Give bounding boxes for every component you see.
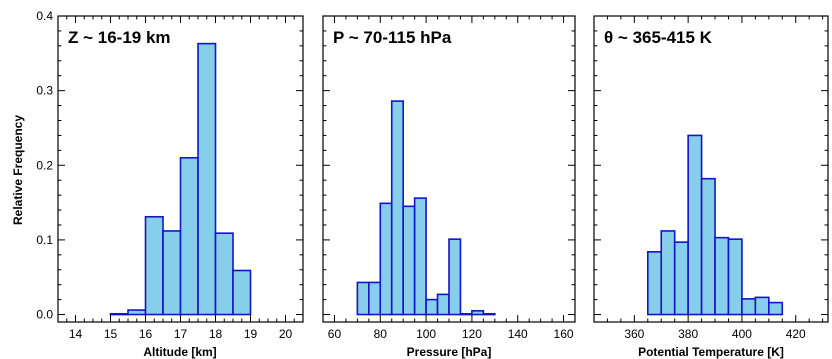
panel-pressure: 60 80 100 120 140 160 P ~ 70-115 hPa Pressure… [322, 15, 576, 359]
panel-title-potential-temperature: θ ~ 365-415 K [604, 28, 713, 47]
x-axis-label-potential-temperature: Potential Temperature [K] [638, 345, 784, 359]
bar-pressure-90 [402, 205, 416, 316]
x-axis-label-pressure: Pressure [hPa] [407, 345, 492, 359]
x-tick-label-potential-temperature-380: 380 [678, 327, 698, 341]
y-tick-label-0.2: 0.2 [36, 158, 53, 172]
y-tick-label-0.1: 0.1 [36, 233, 53, 247]
panel-title-altitude: Z ~ 16-19 km [68, 28, 171, 47]
bar-potential-temperature-370 [660, 230, 676, 316]
bar-pressure-115 [459, 312, 473, 316]
bar-pressure-120 [471, 310, 485, 316]
ticks-pressure: 60 80 100 120 140 160 [322, 15, 576, 341]
x-tick-label-altitude-14: 14 [69, 327, 83, 341]
bar-pressure-105 [436, 293, 450, 316]
bar-altitude-18.5 [232, 269, 252, 316]
x-tick-label-altitude-15: 15 [104, 327, 118, 341]
bar-potential-temperature-375 [673, 241, 689, 316]
bar-pressure-85 [390, 100, 404, 316]
plot-frame-potential-temperature [593, 15, 829, 323]
bars-potential-temperature [646, 134, 784, 316]
panel-altitude: 14 15 16 17 18 19 20 0.0 0.1 0.2 0.3 0.4 Z ~ 16-19 … [36, 9, 304, 359]
x-tick-label-pressure-120: 120 [462, 327, 482, 341]
x-axis-label-altitude: Altitude [km] [143, 345, 216, 359]
bar-pressure-80 [379, 202, 393, 316]
bars-altitude [109, 42, 252, 316]
bar-potential-temperature-365 [646, 251, 663, 316]
bar-pressure-100 [425, 298, 439, 316]
bars-pressure [356, 100, 496, 316]
bar-altitude-17 [179, 157, 199, 316]
x-tick-label-potential-temperature-400: 400 [732, 327, 752, 341]
y-axis-label: Relative Frequency [11, 115, 25, 225]
bar-pressure-75 [368, 281, 382, 316]
bar-pressure-125 [482, 312, 496, 316]
y-tick-label-0.3: 0.3 [36, 84, 53, 98]
x-tick-label-altitude-17: 17 [174, 327, 188, 341]
x-tick-label-altitude-16: 16 [139, 327, 153, 341]
bar-altitude-16.5 [162, 230, 182, 316]
bar-potential-temperature-405 [754, 296, 770, 316]
x-tick-label-pressure-140: 140 [508, 327, 528, 341]
x-tick-label-pressure-100: 100 [416, 327, 436, 341]
bar-altitude-17.5 [197, 42, 217, 316]
bar-potential-temperature-400 [741, 298, 757, 316]
x-tick-label-pressure-60: 60 [328, 327, 342, 341]
ticks-altitude: 14 15 16 17 18 19 20 0.0 0.1 0.2 0.3 0.4 [36, 9, 304, 341]
panel-title-pressure: P ~ 70-115 hPa [333, 28, 452, 47]
bar-pressure-110 [448, 238, 462, 316]
bar-potential-temperature-390 [714, 236, 730, 316]
panel-potential-temperature: 360 380 400 420 θ ~ 365-415 K Potential Tem… [593, 15, 829, 359]
bar-altitude-18 [214, 232, 234, 316]
bar-pressure-70 [356, 281, 370, 316]
bar-pressure-95 [413, 197, 427, 316]
y-tick-label-0.4: 0.4 [36, 9, 53, 23]
bar-altitude-16 [144, 215, 164, 316]
ticks-potential-temperature: 360 380 400 420 [593, 15, 828, 341]
x-tick-label-pressure-80: 80 [374, 327, 388, 341]
x-tick-label-potential-temperature-360: 360 [624, 327, 644, 341]
x-tick-label-pressure-160: 160 [554, 327, 574, 341]
bar-altitude-15.5 [127, 309, 147, 316]
bar-potential-temperature-380 [687, 134, 703, 316]
x-tick-label-potential-temperature-420: 420 [786, 327, 806, 341]
x-tick-label-altitude-20: 20 [279, 327, 293, 341]
x-tick-label-altitude-19: 19 [244, 327, 258, 341]
x-tick-label-altitude-18: 18 [209, 327, 223, 341]
bar-potential-temperature-410 [768, 301, 784, 316]
bar-potential-temperature-395 [727, 238, 743, 316]
y-tick-label-0: 0.0 [36, 308, 53, 322]
bar-potential-temperature-385 [700, 177, 716, 316]
bar-altitude-15 [109, 312, 129, 316]
